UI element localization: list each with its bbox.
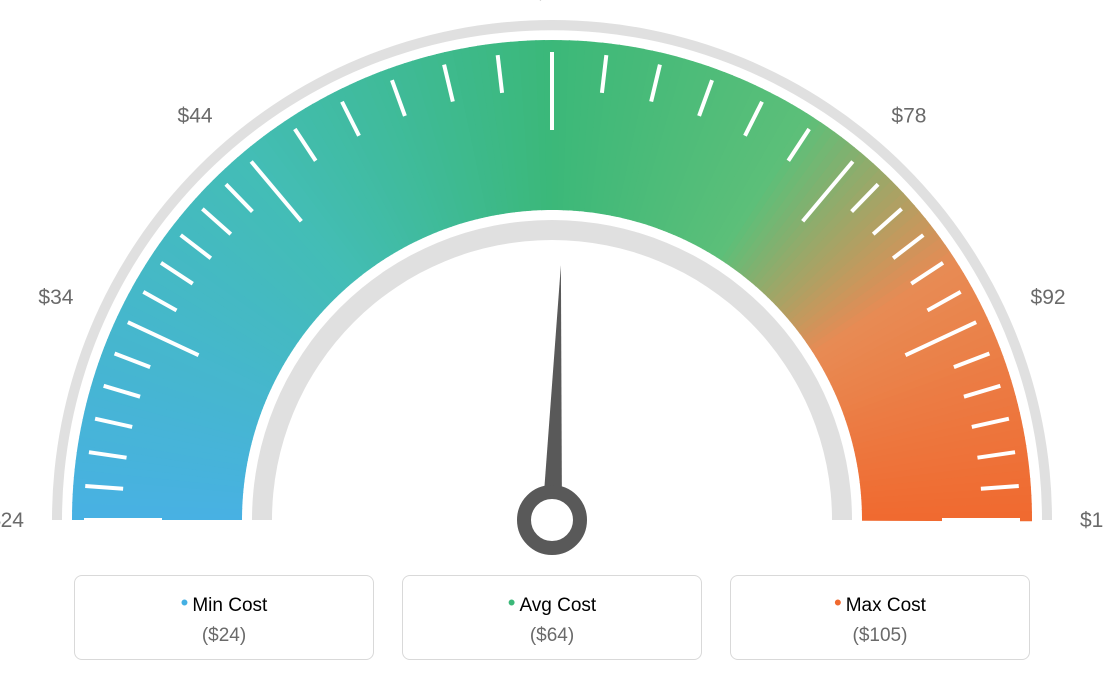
legend-value-avg: ($64) [413,625,691,647]
legend-value-max: ($105) [741,625,1019,647]
svg-text:$105: $105 [1080,509,1104,532]
svg-text:$34: $34 [38,286,73,309]
svg-text:$24: $24 [0,509,24,532]
legend-dot-avg: • [508,590,516,615]
svg-text:$78: $78 [891,105,926,128]
legend-dot-max: • [834,590,842,615]
legend-card-max: •Max Cost ($105) [730,575,1030,660]
legend-label-text-min: Min Cost [192,595,267,616]
legend-label-max: •Max Cost [741,590,1019,617]
legend-label-text-max: Max Cost [846,595,926,616]
legend-value-min: ($24) [85,625,363,647]
svg-text:$64: $64 [534,0,569,4]
legend-row: •Min Cost ($24) •Avg Cost ($64) •Max Cos… [0,575,1104,660]
legend-dot-min: • [181,590,189,615]
legend-label-avg: •Avg Cost [413,590,691,617]
svg-text:$92: $92 [1031,286,1066,309]
legend-card-min: •Min Cost ($24) [74,575,374,660]
legend-label-min: •Min Cost [85,590,363,617]
legend-label-text-avg: Avg Cost [519,595,596,616]
legend-card-avg: •Avg Cost ($64) [402,575,702,660]
gauge-chart: $24 $34 $44 $64 $78 $92 $105 [0,0,1104,560]
svg-text:$44: $44 [178,105,213,128]
